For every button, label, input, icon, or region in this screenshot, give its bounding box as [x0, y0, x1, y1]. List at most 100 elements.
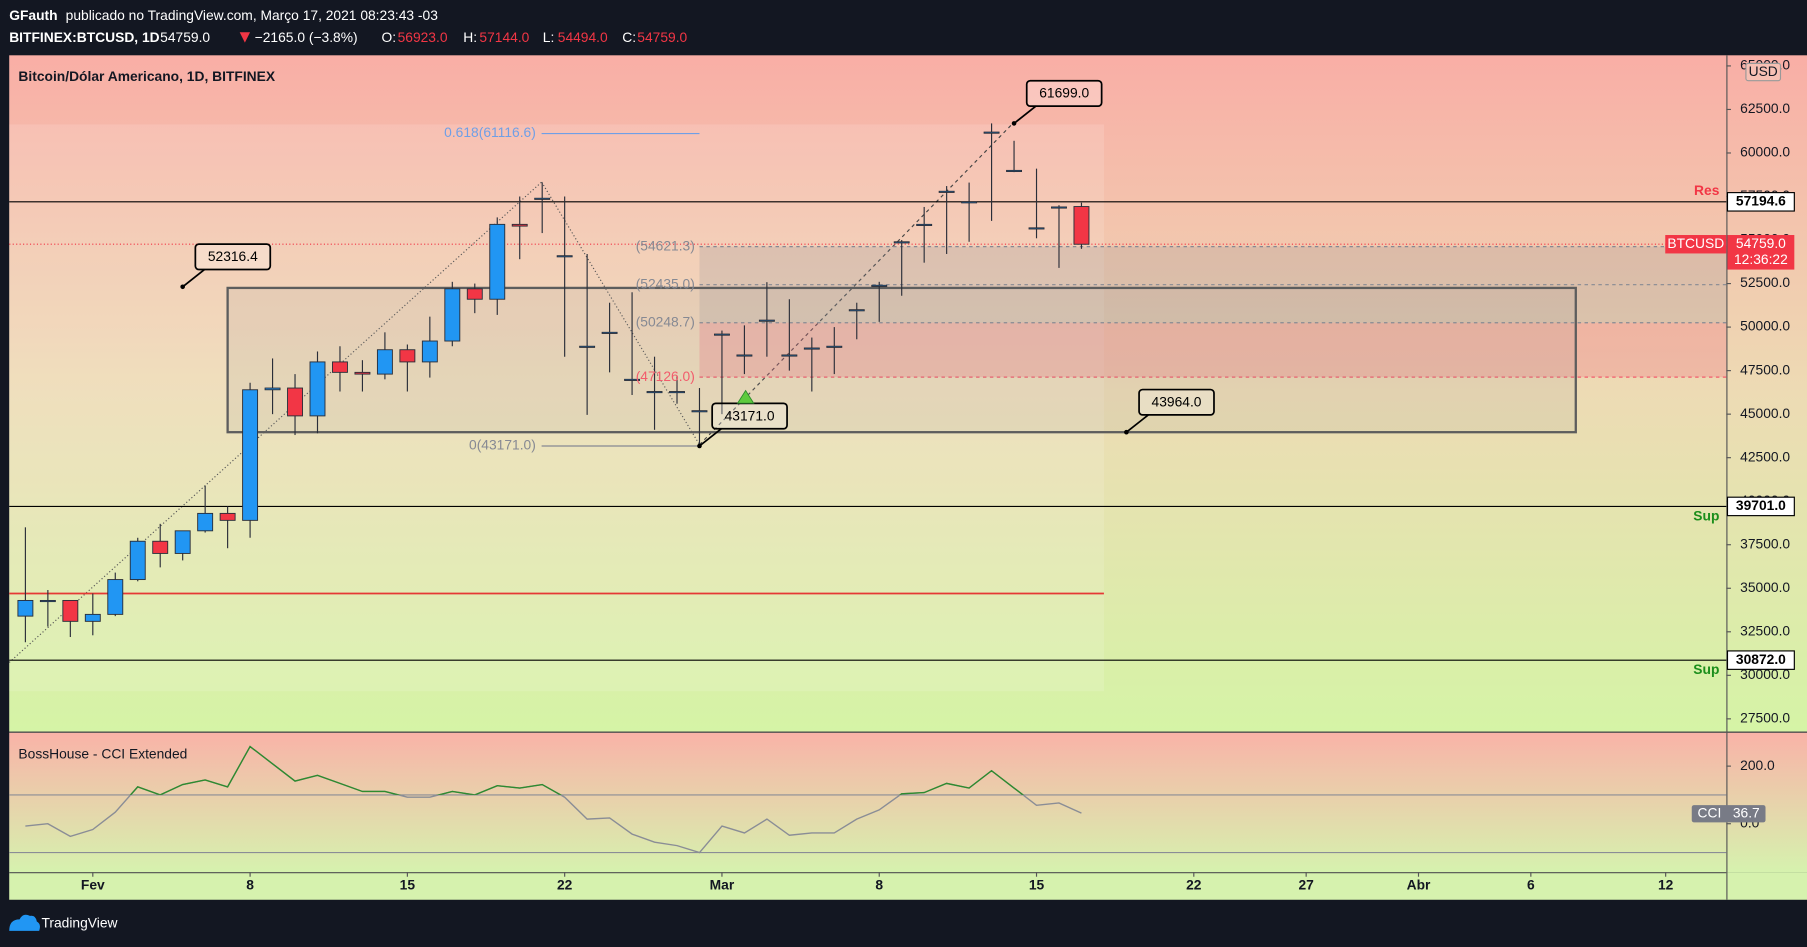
candle-body — [534, 197, 551, 200]
y-tick-label: 35000.0 — [1740, 579, 1790, 595]
x-tick-label: 12 — [1658, 877, 1674, 893]
x-tick-label: 8 — [246, 877, 254, 893]
candle-body — [848, 309, 865, 312]
fib-label: 0(43171.0) — [469, 437, 536, 453]
y-tick-label: 30000.0 — [1740, 666, 1790, 682]
level-name: Sup — [1693, 661, 1719, 677]
trend-line — [699, 122, 1014, 446]
last-price-tag — [1727, 235, 1795, 270]
logo — [9, 914, 40, 931]
published: publicado no TradingView.com, Março 17, … — [66, 7, 439, 23]
candle-body — [669, 391, 685, 394]
cci-tag — [1691, 805, 1766, 823]
y-tick-label: 32500.0 — [1740, 622, 1790, 638]
candle-body — [556, 255, 573, 258]
indicator-title: BossHouse - CCI Extended — [18, 745, 187, 761]
y-tick-label: 27500.0 — [1740, 710, 1790, 726]
main-pane — [9, 55, 1807, 732]
callout-anchor — [1011, 121, 1017, 126]
fib-band — [699, 322, 1727, 378]
y-tick-label: 52500.0 — [1740, 274, 1790, 290]
price-tag — [1726, 192, 1795, 212]
brand: TradingView — [9, 914, 119, 931]
candle-body — [107, 579, 124, 615]
countdown: 12:36:22 — [1734, 251, 1788, 267]
cci-tag-name: CCI — [1698, 804, 1722, 820]
candle-body — [826, 345, 843, 348]
ohlc-key: H: — [463, 29, 477, 45]
last: 54759.0 — [160, 29, 210, 45]
candle-body — [938, 190, 955, 193]
fib-label: 0.618(61116.6) — [444, 124, 536, 140]
x-tick-label: 8 — [875, 877, 883, 893]
fib-label: (52435.0) — [636, 275, 695, 291]
ohlc-key: L: — [543, 29, 555, 45]
ohlc-value: 56923.0 — [398, 29, 448, 45]
candle-body — [803, 347, 820, 350]
candle-body — [713, 333, 730, 336]
fib-label: (47126.0) — [636, 368, 695, 384]
candle-body — [354, 371, 371, 375]
candle-body — [871, 284, 888, 287]
candle-body — [466, 288, 483, 300]
cci-line-high — [129, 745, 1025, 795]
candle-body — [511, 223, 528, 227]
y-tick-label: 62500.0 — [1740, 100, 1790, 116]
candle-body — [916, 223, 933, 226]
x-tick-label: 22 — [1186, 877, 1202, 893]
callout-anchor — [180, 284, 185, 290]
candle-body — [736, 354, 753, 357]
author: GFauth — [9, 7, 57, 23]
callout-label: 43171.0 — [725, 407, 775, 423]
callout-pointer — [1125, 414, 1149, 433]
candle-body — [62, 599, 79, 622]
candle-body — [444, 288, 461, 342]
ohlc-value: 57144.0 — [479, 29, 529, 45]
y-tick-label: 37500.0 — [1740, 535, 1790, 551]
overlays: 0.618(61116.6) (54621.3) (52435.0) (50248.7… — [180, 79, 1720, 677]
header-line: GFauth publicado no TradingView.com, Mar… — [9, 7, 438, 23]
indicator-pane — [9, 732, 1807, 873]
symbol: BITFINEX:BTCUSD, 1D — [9, 29, 159, 45]
ohlc-key: O: — [381, 29, 396, 45]
down-arrow — [239, 32, 251, 43]
candle-body — [287, 387, 303, 417]
candle-body — [601, 331, 618, 334]
symbol-tag-label: BTCUSD — [1667, 235, 1724, 251]
candle-body — [421, 340, 438, 363]
candles — [17, 123, 1090, 643]
candle-body — [1051, 206, 1067, 209]
x-tick-label: Abr — [1407, 877, 1431, 893]
candle-body — [646, 391, 663, 394]
price-tag-label: 57194.6 — [1736, 192, 1786, 208]
callout-label: 52316.4 — [208, 248, 258, 264]
signal-marker — [736, 389, 755, 404]
highlight-region — [9, 124, 1105, 692]
y-tick-label: 200.0 — [1740, 757, 1775, 773]
unit-box — [1745, 62, 1782, 82]
candle-body — [624, 378, 641, 381]
candle-body — [174, 530, 191, 554]
callout-anchor — [697, 443, 702, 449]
drawings — [9, 132, 1727, 661]
ohlc-value: 54759.0 — [637, 29, 687, 45]
y-tick-label: 45000.0 — [1740, 405, 1790, 421]
callout-pointer — [1013, 105, 1037, 125]
time-axis — [9, 872, 1807, 900]
fib-band — [699, 284, 1727, 323]
candle-body — [399, 349, 416, 363]
candle-body — [332, 361, 348, 373]
x-tick-label: Fev — [81, 877, 105, 893]
fib-label: (50248.7) — [636, 313, 695, 329]
price-tag — [1726, 496, 1795, 517]
trend-line — [541, 181, 701, 445]
candle-body — [197, 512, 214, 532]
x-tick-label: Mar — [710, 877, 735, 893]
candle-body — [376, 349, 393, 375]
candle-body — [1028, 227, 1045, 230]
candle-body — [983, 131, 1000, 134]
brand-name[interactable]: TradingView — [41, 915, 118, 931]
candle-body — [893, 241, 910, 244]
fib-band — [699, 246, 1727, 285]
candle-body — [758, 319, 775, 322]
